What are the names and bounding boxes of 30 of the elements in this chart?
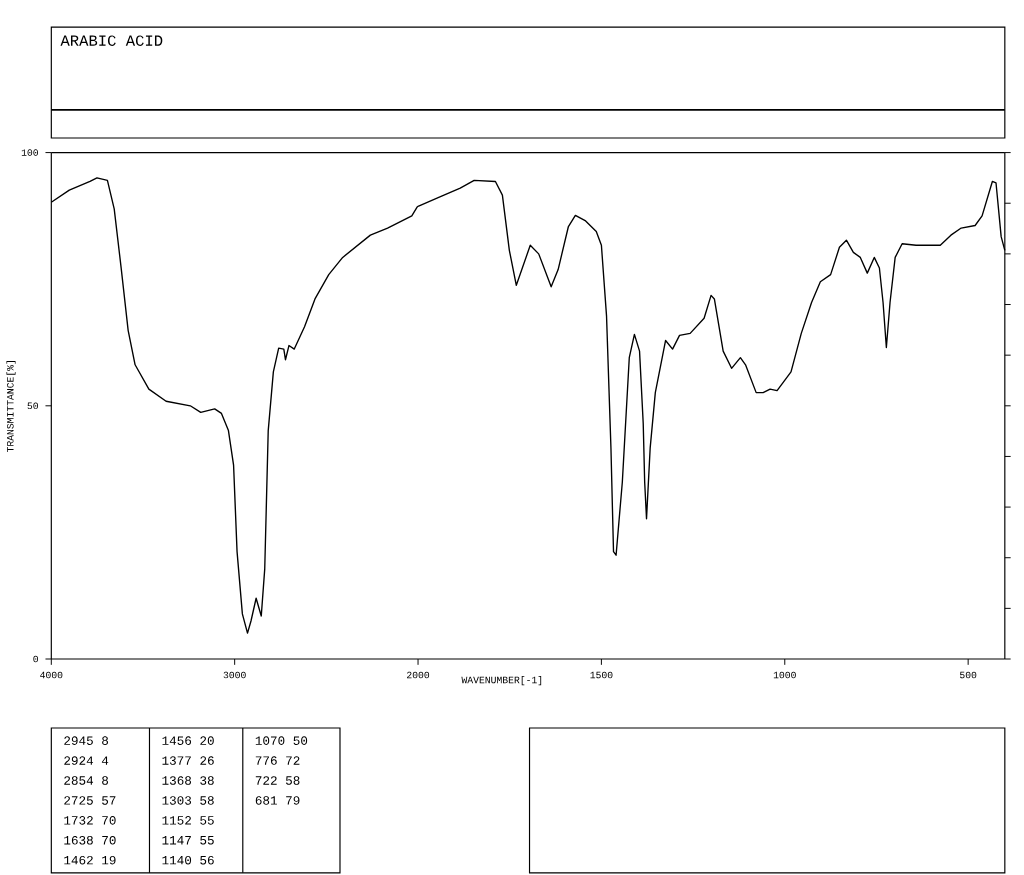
y-tick-label: 50: [27, 402, 39, 410]
text: 681 79: [255, 796, 300, 805]
text: 2854 8: [64, 776, 109, 785]
text: 722 58: [255, 776, 300, 785]
y-tick-label: 0: [33, 655, 39, 663]
text: 1377 26: [162, 756, 214, 765]
y-axis-title: TRANSMITTANCE[%]: [6, 361, 16, 453]
text: 1303 58: [162, 796, 214, 805]
text: 2725 57: [64, 796, 116, 805]
text: 1147 55: [162, 836, 214, 845]
text: 1152 55: [162, 816, 214, 825]
x-tick-label: 1000: [773, 671, 796, 679]
text: 1368 38: [162, 776, 214, 785]
x-tick-label: 2000: [407, 671, 430, 679]
text: 1140 56: [162, 856, 214, 865]
y-tick-label: 100: [21, 149, 39, 156]
x-tick-label: 500: [960, 671, 977, 679]
text: 776 72: [255, 756, 300, 765]
text: 1732 70: [64, 816, 116, 825]
x-tick-label: 4000: [40, 671, 63, 679]
text: 1456 20: [162, 736, 214, 746]
text: 1462 19: [64, 856, 116, 865]
text: 2945 8: [64, 736, 109, 746]
text: 1070 50: [255, 736, 308, 746]
x-tick-label: 3000: [223, 671, 246, 679]
chart-title: ARABIC ACID: [60, 35, 163, 47]
x-tick-label: 1500: [590, 671, 613, 679]
text: 2924 4: [64, 756, 109, 765]
text: 1638 70: [64, 836, 116, 845]
x-axis-title: WAVENUMBER[-1]: [461, 676, 542, 686]
